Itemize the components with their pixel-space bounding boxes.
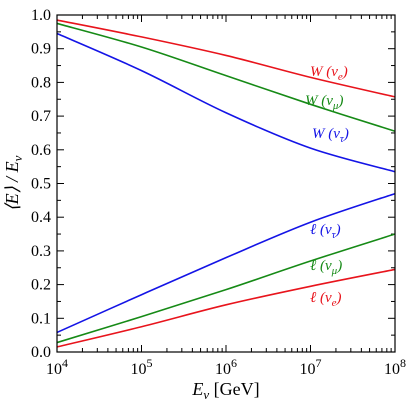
series-label-3: ℓ (ντ) <box>310 222 341 241</box>
series-label-1: W (νμ) <box>305 93 343 112</box>
x-tick-label: 106 <box>215 356 237 378</box>
plot-frame <box>56 14 396 353</box>
y-tick-label: 0.5 <box>31 176 51 193</box>
series-line-1 <box>56 22 396 133</box>
series-lines <box>56 19 396 348</box>
x-tick-label: 104 <box>46 356 68 378</box>
y-tick-label: 0.4 <box>31 209 51 226</box>
y-tick-label: 0.0 <box>31 344 51 361</box>
y-tick-label: 0.2 <box>31 277 51 294</box>
y-tick-label: 0.6 <box>31 142 51 159</box>
x-tick-label: 105 <box>131 356 153 378</box>
series-line-0 <box>56 19 396 98</box>
series-line-3 <box>56 192 396 334</box>
x-tick-label: 108 <box>384 356 406 378</box>
series-label-2: W (ντ) <box>312 126 349 145</box>
series-label-4: ℓ (νμ) <box>310 258 342 277</box>
series-line-2 <box>56 32 396 173</box>
series-labels: W (νe) W (νμ) W (ντ) ℓ (ντ) ℓ (νμ) ℓ (νe) <box>305 64 349 309</box>
y-tick-label: 0.9 <box>31 41 51 58</box>
series-line-4 <box>56 233 396 344</box>
x-tick-label: 107 <box>300 356 322 378</box>
y-tick-label: 1.0 <box>31 7 51 24</box>
series-label-5: ℓ (νe) <box>310 290 342 309</box>
series-label-0: W (νe) <box>310 64 348 83</box>
y-tick-label: 0.3 <box>31 243 51 260</box>
y-tick-label: 0.8 <box>31 74 51 91</box>
y-tick-label: 0.7 <box>31 108 51 125</box>
series-line-5 <box>56 268 396 348</box>
x-axis-title: Eν [GeV] <box>191 379 259 402</box>
y-axis-title: ⟨E⟩ / Eν <box>2 155 25 211</box>
ticks-layer: 0.0 0.1 0.2 0.3 0.4 0.5 0.6 0.7 0.8 0.9 1.0 104 105 1… <box>31 7 406 378</box>
y-tick-label: 0.1 <box>31 310 51 327</box>
